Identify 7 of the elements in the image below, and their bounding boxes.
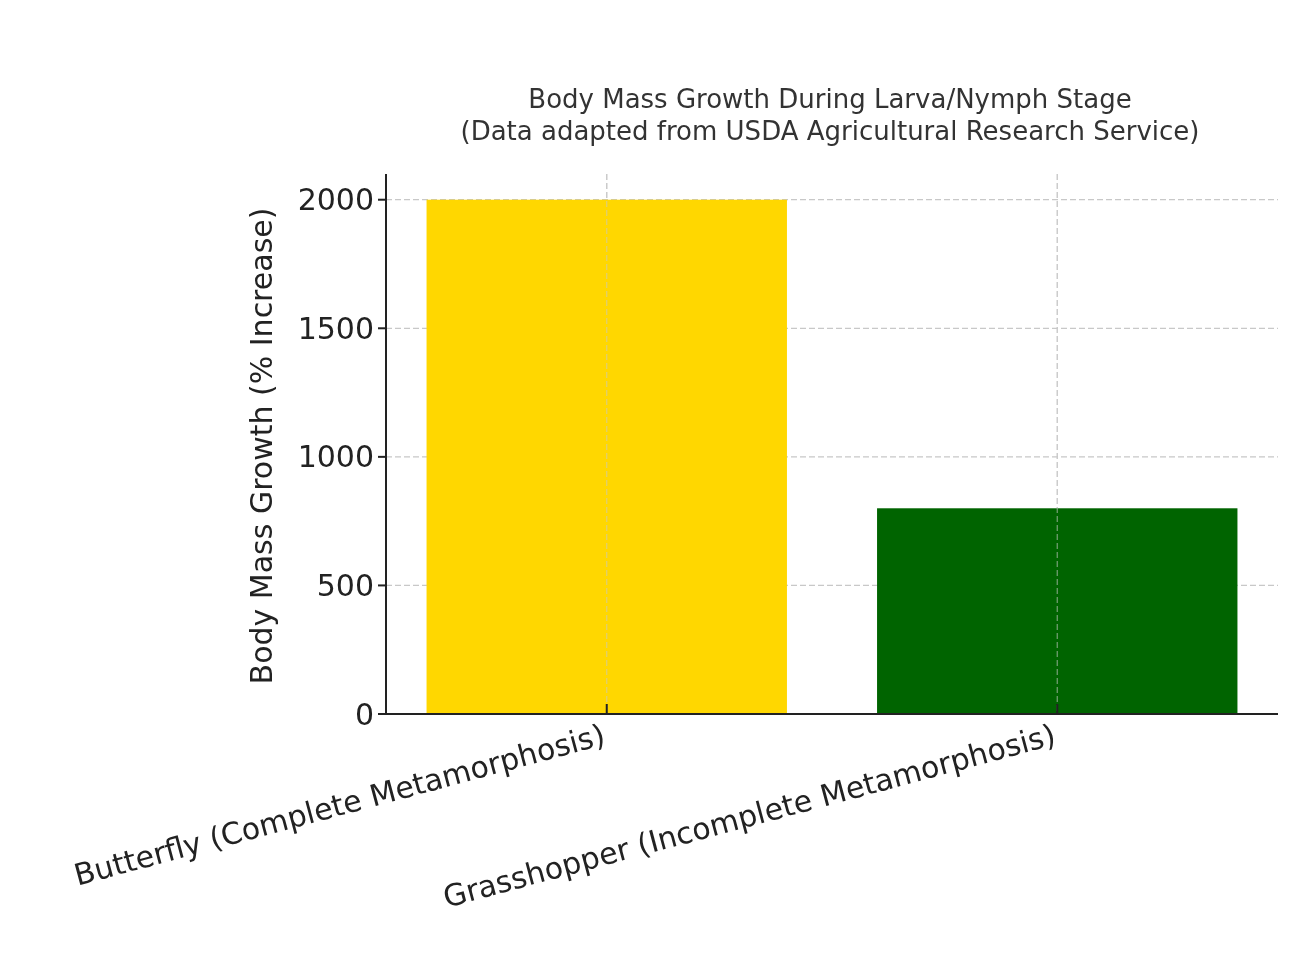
y-tick-label: 1500	[297, 310, 374, 346]
y-tick-label: 500	[316, 567, 374, 603]
y-axis-title: Body Mass Growth (% Increase)	[244, 207, 279, 685]
y-tick-label: 2000	[297, 182, 374, 218]
chart-title: Body Mass Growth During Larva/Nymph Stage (Data adapted from USDA Agricultural Research Service)	[460, 84, 1200, 146]
y-tick-label: 1000	[297, 439, 374, 475]
y-tick-label: 0	[354, 696, 374, 732]
